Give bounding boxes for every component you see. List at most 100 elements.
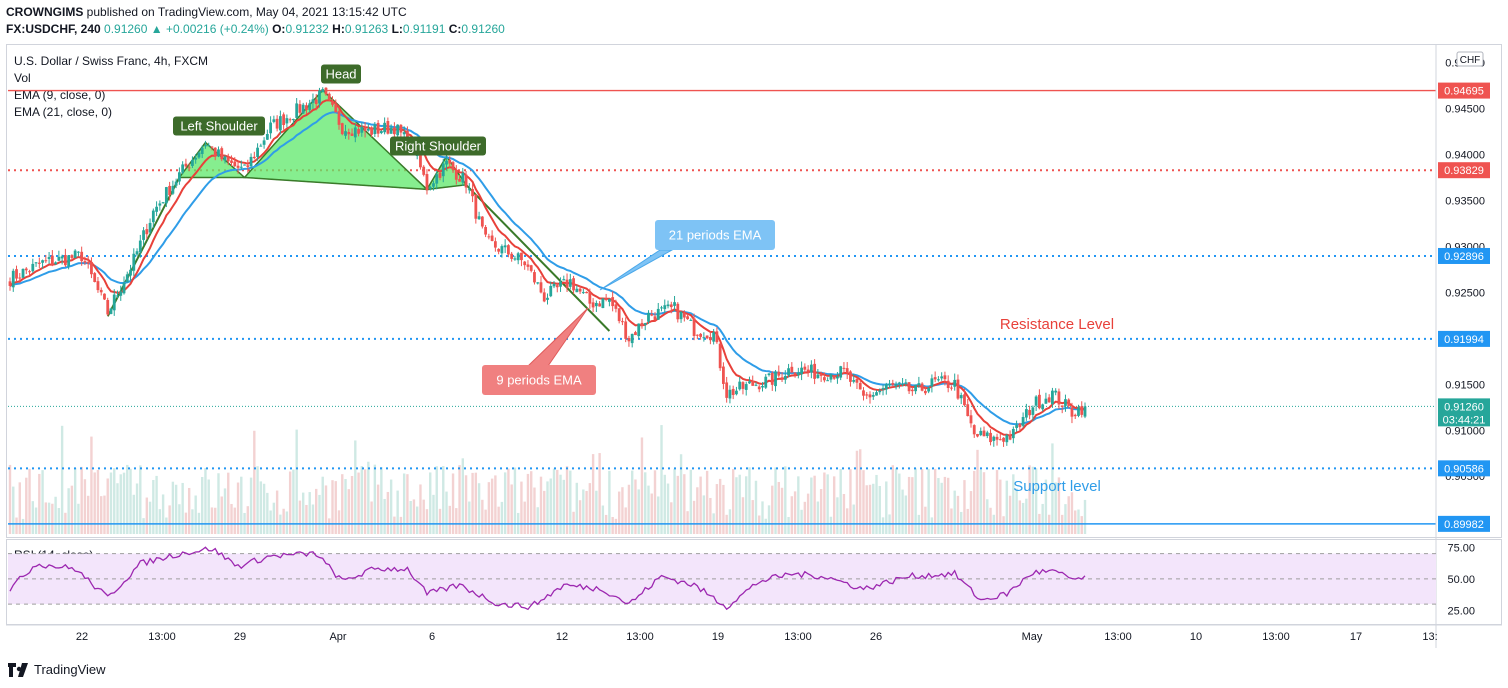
candle[interactable] [523, 260, 527, 270]
candle[interactable] [220, 146, 224, 162]
candle[interactable] [901, 377, 904, 387]
candle[interactable] [155, 201, 158, 217]
candle[interactable] [399, 124, 403, 138]
candle[interactable] [44, 254, 48, 264]
candle[interactable] [314, 94, 318, 111]
candle[interactable] [751, 375, 755, 386]
candle[interactable] [705, 335, 709, 340]
candle[interactable] [265, 129, 269, 141]
candle[interactable] [458, 175, 461, 182]
candle[interactable] [520, 252, 523, 267]
candle[interactable] [578, 285, 582, 295]
candle[interactable] [708, 331, 712, 345]
candle[interactable] [663, 299, 667, 314]
candle[interactable] [738, 376, 742, 391]
candle[interactable] [985, 430, 989, 439]
candle[interactable] [904, 378, 908, 387]
candle[interactable] [298, 100, 302, 116]
candle[interactable] [875, 390, 878, 396]
candle[interactable] [858, 379, 862, 390]
candle[interactable] [682, 310, 686, 322]
candle[interactable] [77, 251, 80, 257]
candle[interactable] [129, 264, 132, 281]
candle[interactable] [177, 167, 181, 185]
candle[interactable] [161, 201, 165, 204]
candle[interactable] [246, 159, 250, 173]
candle[interactable] [770, 371, 774, 391]
candle[interactable] [764, 374, 768, 390]
candle[interactable] [432, 180, 435, 191]
candle[interactable] [1077, 404, 1080, 418]
candle[interactable] [852, 373, 856, 384]
candle[interactable] [927, 386, 931, 394]
candle[interactable] [467, 183, 471, 194]
candle[interactable] [226, 153, 230, 166]
candle[interactable] [546, 293, 549, 305]
candle[interactable] [383, 117, 387, 135]
candle[interactable] [288, 117, 292, 123]
candle[interactable] [1002, 437, 1005, 447]
candle[interactable] [360, 122, 364, 137]
candle[interactable] [513, 255, 517, 261]
candle[interactable] [536, 282, 540, 285]
candle[interactable] [50, 250, 54, 267]
right-shoulder-label[interactable]: Right Shoulder [390, 136, 486, 156]
publisher-name[interactable]: CROWNGIMS [6, 5, 84, 19]
candle[interactable] [96, 276, 100, 293]
candle[interactable] [529, 264, 533, 273]
candle[interactable] [699, 333, 703, 340]
candle[interactable] [862, 387, 865, 401]
candle[interactable] [1067, 398, 1071, 409]
candle[interactable] [884, 382, 888, 395]
candle[interactable] [223, 155, 227, 164]
candle[interactable] [748, 376, 751, 384]
candle[interactable] [184, 158, 188, 169]
candle[interactable] [839, 365, 843, 381]
candle[interactable] [666, 300, 670, 309]
candle[interactable] [621, 317, 624, 326]
candle[interactable] [233, 157, 237, 167]
candle[interactable] [542, 288, 546, 303]
candle[interactable] [200, 145, 204, 159]
candle[interactable] [741, 381, 745, 395]
candle[interactable] [18, 273, 22, 283]
candle[interactable] [907, 382, 911, 394]
candle[interactable] [376, 120, 380, 138]
candle[interactable] [995, 433, 999, 446]
candle[interactable] [60, 254, 64, 265]
candle[interactable] [526, 260, 530, 271]
candle[interactable] [425, 169, 429, 195]
candle[interactable] [728, 385, 732, 404]
candle[interactable] [917, 376, 921, 388]
candle[interactable] [158, 200, 162, 211]
candle[interactable] [451, 160, 455, 173]
candle[interactable] [331, 96, 334, 107]
candle[interactable] [796, 367, 800, 379]
candle[interactable] [702, 332, 706, 342]
candle[interactable] [327, 92, 331, 102]
candle[interactable] [73, 249, 77, 259]
candle[interactable] [148, 218, 152, 235]
candle[interactable] [878, 388, 882, 395]
candle[interactable] [1021, 412, 1025, 428]
candle[interactable] [67, 255, 71, 270]
candle[interactable] [806, 365, 810, 377]
candle[interactable] [1060, 405, 1064, 414]
candle[interactable] [21, 268, 25, 279]
candle[interactable] [783, 370, 787, 384]
candle[interactable] [1041, 403, 1045, 412]
candle[interactable] [881, 384, 885, 396]
candle[interactable] [321, 87, 325, 93]
candle[interactable] [477, 211, 481, 220]
candle[interactable] [70, 254, 74, 260]
candle[interactable] [809, 360, 813, 379]
candle[interactable] [689, 318, 693, 321]
candle[interactable] [347, 128, 351, 140]
candle[interactable] [1073, 413, 1077, 420]
candle[interactable] [37, 257, 41, 269]
candle[interactable] [204, 140, 207, 149]
candle[interactable] [946, 375, 950, 393]
candle[interactable] [1031, 405, 1035, 421]
